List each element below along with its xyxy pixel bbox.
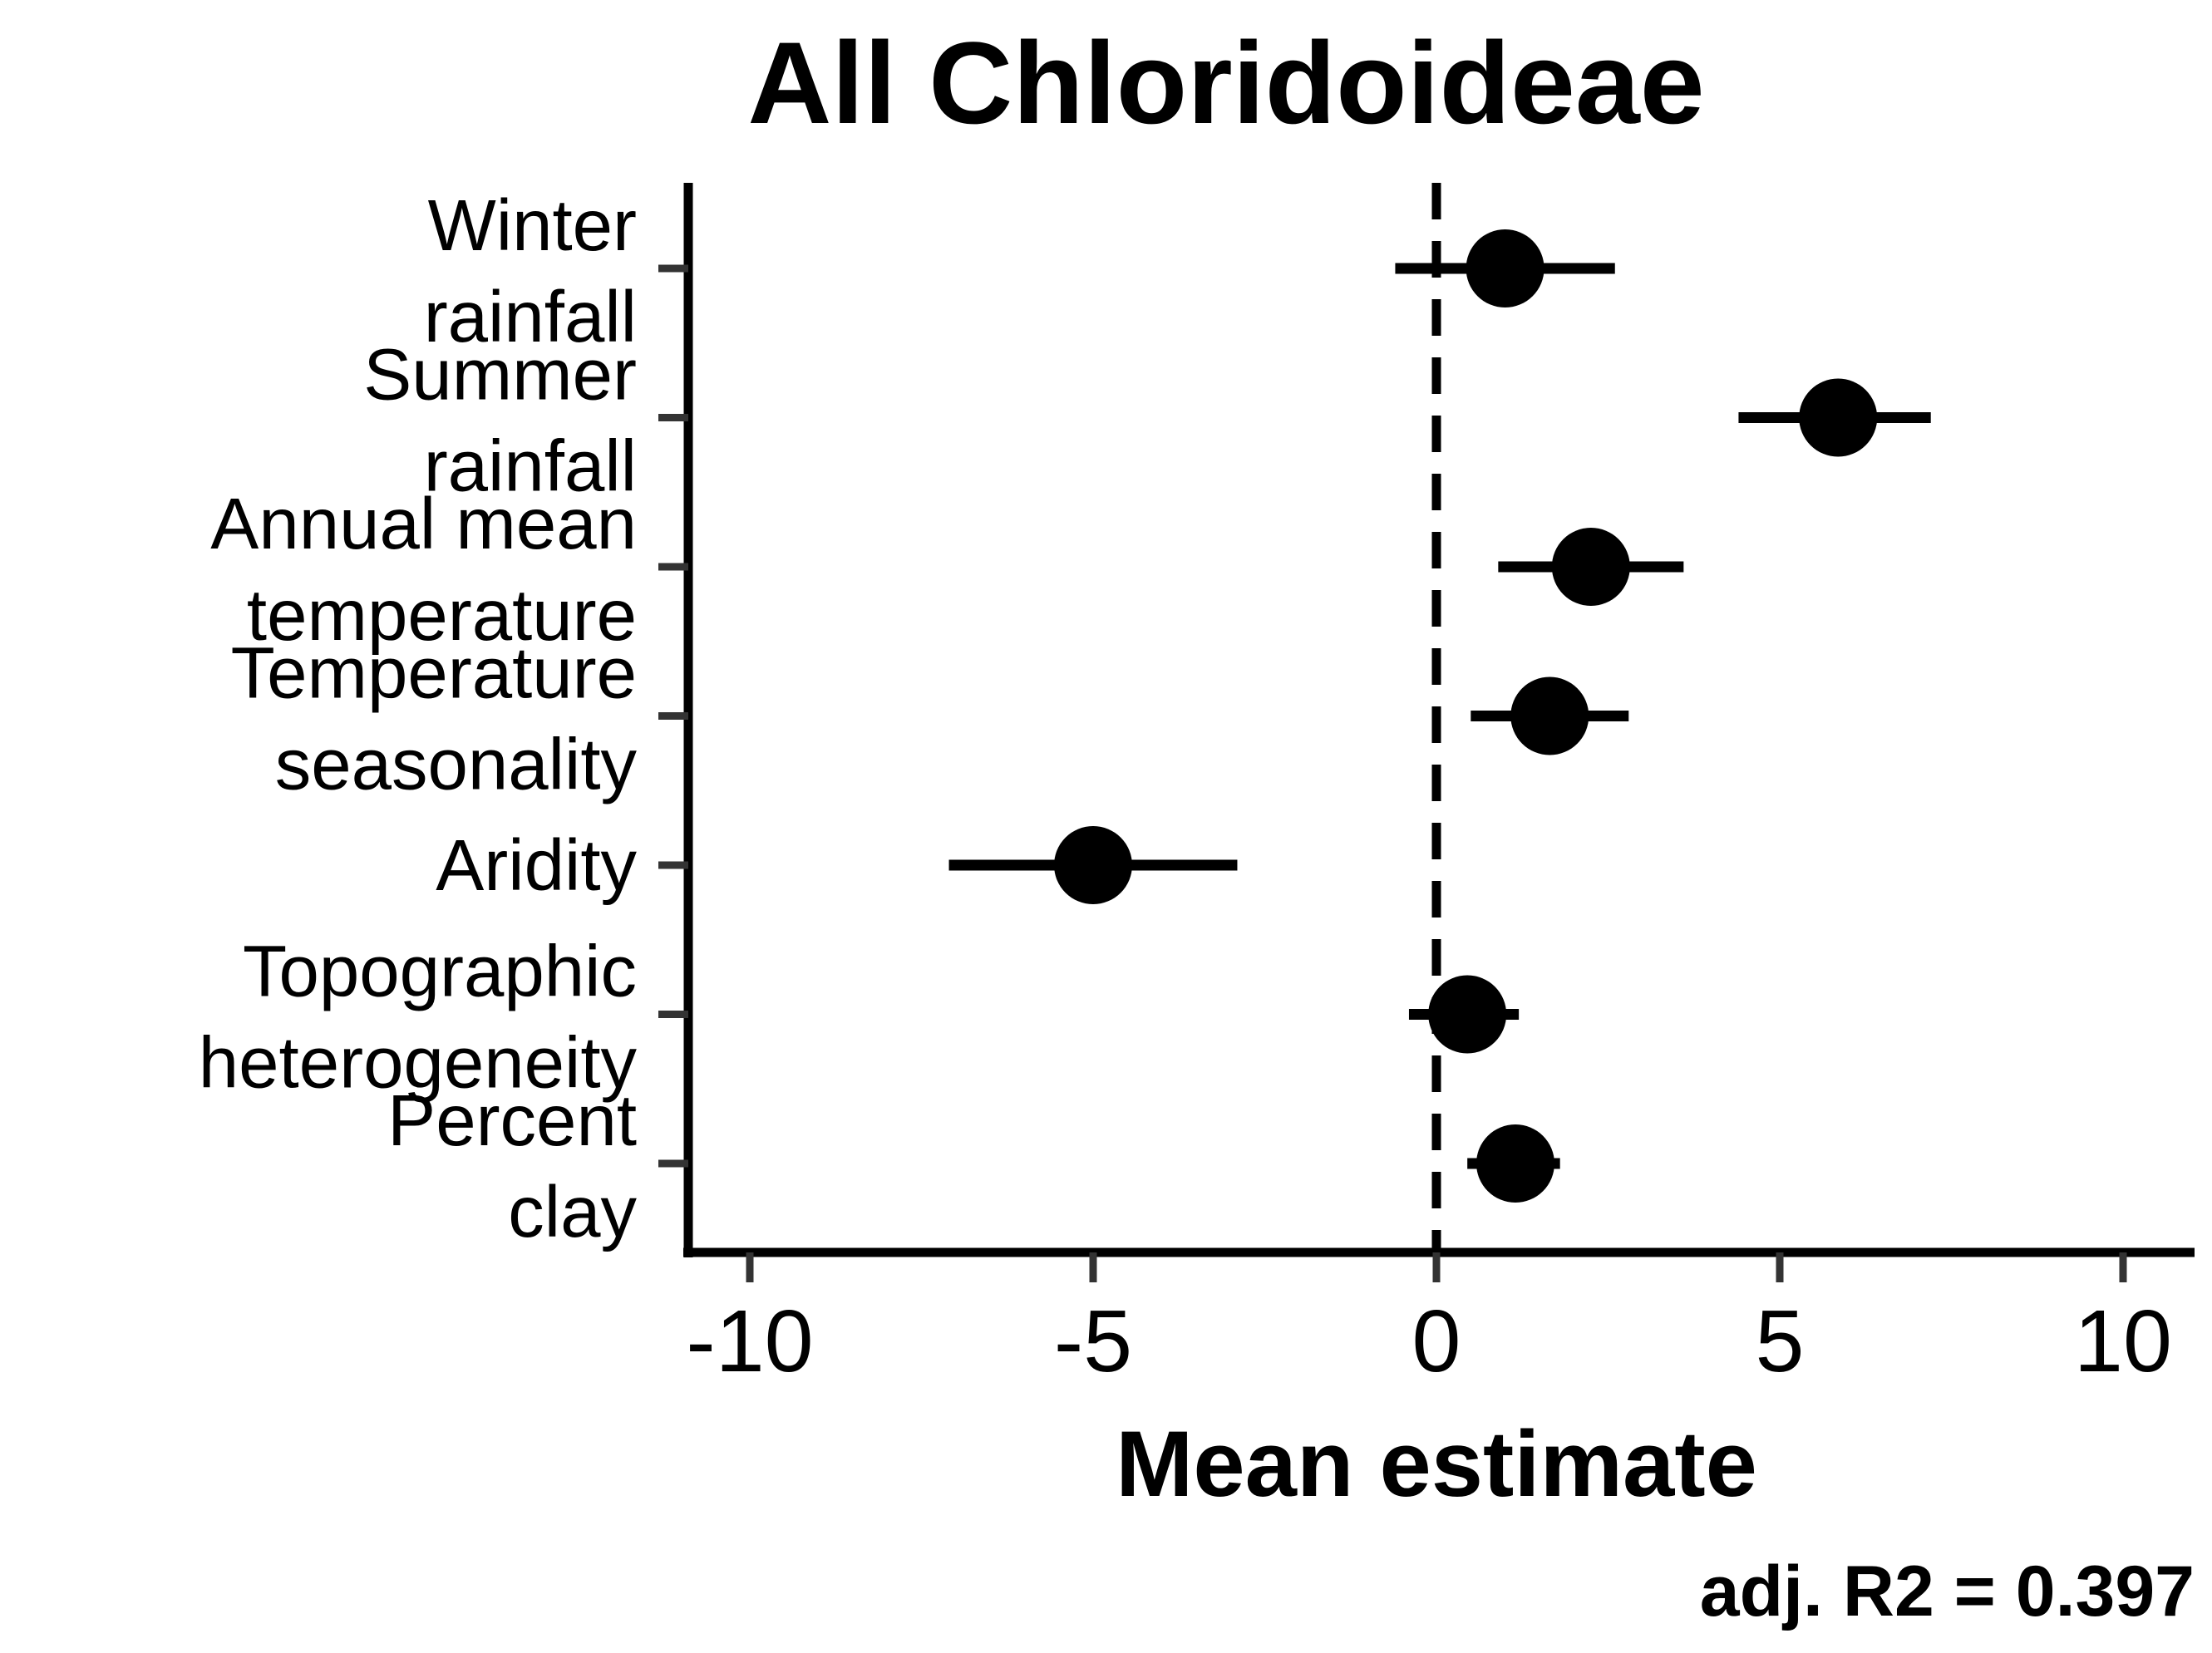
x-tick-label-2: 0 bbox=[1412, 1292, 1461, 1390]
y-tick-label-1-line-0: Summer bbox=[363, 335, 637, 416]
x-tick-label-3: 5 bbox=[1756, 1292, 1805, 1390]
y-tick-label-5-line-1: heterogeneity bbox=[199, 1023, 638, 1104]
y-tick-label-2-line-0: Annual mean bbox=[210, 484, 637, 564]
y-tick-label-6-line-0: Percent bbox=[387, 1080, 637, 1161]
y-tick-label-4-line-0: Aridity bbox=[436, 825, 637, 906]
estimate-point-6 bbox=[1475, 1124, 1554, 1203]
x-axis-label: Mean estimate bbox=[1116, 1412, 1757, 1516]
estimate-point-4 bbox=[1054, 826, 1132, 904]
y-tick-label-0-line-0: Winter bbox=[428, 185, 637, 266]
y-tick-label-3-line-1: seasonality bbox=[275, 725, 638, 805]
y-tick-label-0-line-1: rainfall bbox=[424, 277, 637, 357]
y-tick-label-1-line-1: rainfall bbox=[424, 426, 637, 507]
x-tick-label-0: -10 bbox=[686, 1292, 813, 1390]
plot-area: -10 -5 0 5 10WinterrainfallSummerrainfallAnn… bbox=[199, 183, 2195, 1390]
y-tick-label-6-line-1: clay bbox=[508, 1172, 637, 1252]
estimate-point-2 bbox=[1551, 528, 1630, 606]
adj-r2-annotation: adj. R2 = 0.397 bbox=[1700, 1552, 2195, 1631]
chart-title: All Chloridoideae bbox=[747, 17, 1704, 148]
estimate-point-0 bbox=[1466, 229, 1544, 307]
estimate-point-1 bbox=[1799, 378, 1878, 457]
estimate-point-3 bbox=[1510, 676, 1589, 755]
x-tick-label-4: 10 bbox=[2074, 1292, 2172, 1390]
x-tick-label-1: -5 bbox=[1054, 1292, 1132, 1390]
y-tick-label-2-line-1: temperature bbox=[247, 575, 637, 656]
estimate-point-5 bbox=[1428, 975, 1507, 1054]
y-tick-label-3-line-0: Temperature bbox=[231, 633, 637, 714]
y-tick-label-5-line-0: Topographic bbox=[243, 932, 637, 1012]
